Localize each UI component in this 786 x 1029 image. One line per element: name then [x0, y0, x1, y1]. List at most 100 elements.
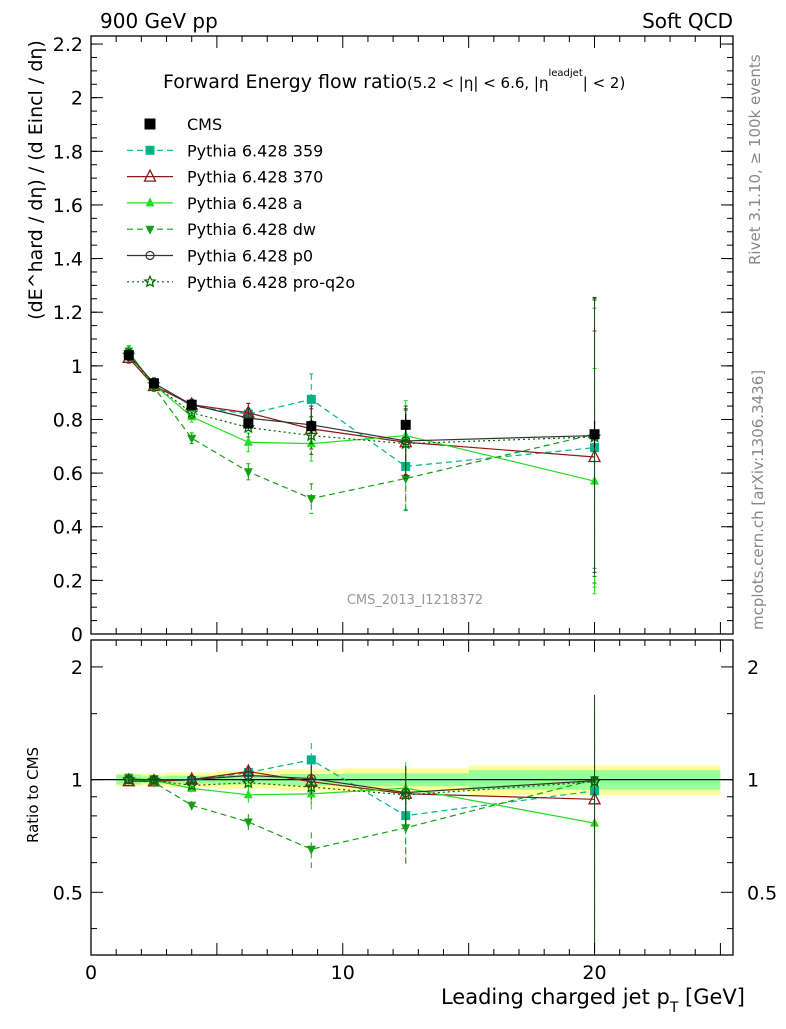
series-3-ratio-point [187, 801, 197, 811]
series-0-ratio [124, 700, 600, 953]
series-5-ratio [122, 694, 602, 953]
main-ytick-label: 0.2 [53, 570, 83, 592]
y-axis-label: (dE^hard / dη) / (d Eincl / dη) [25, 40, 47, 320]
cms-point [123, 350, 134, 361]
series-2-line [128, 352, 595, 482]
main-panel: 0 0.2 0.4 0.6 0.8 1 1.2 1.4 1.6 1.8 2 2.2 [53, 34, 734, 646]
series-0-ratio-point [306, 755, 316, 765]
series-2-point [243, 436, 253, 446]
header-right: Soft QCD [642, 9, 733, 33]
series-4-line [128, 354, 595, 442]
series-1-main [122, 330, 602, 584]
legend-label-4: Pythia 6.428 dw [187, 220, 316, 239]
xtick-label: 10 [331, 962, 355, 984]
ratio-ytick-label-right: 1 [747, 770, 759, 792]
x-axis-label-end: [GeV] [678, 985, 745, 1009]
series-5-point [304, 428, 319, 442]
x-axis-label-main: Leading charged jet p [441, 985, 670, 1009]
legend-marker-5 [145, 250, 155, 261]
main-ytick-label: 1.2 [53, 302, 83, 324]
main-ytick-label: 2 [71, 88, 83, 110]
rivet-label: Rivet 3.1.10, ≥ 100k events [746, 54, 764, 265]
series-5-ratio-point [587, 774, 602, 788]
series-4-ratio-point [187, 775, 197, 785]
series-0-main [124, 307, 600, 588]
series-0-line [128, 354, 595, 468]
series-5-ratio-point [185, 778, 199, 792]
series-3-line [128, 350, 595, 500]
mcplots-label: mcplots.cern.ch [arXiv:1306.3436] [749, 370, 767, 630]
ratio-ytick-label: 1 [71, 770, 83, 792]
series-3-ratio-point [401, 824, 411, 834]
legend-marker-3 [145, 197, 155, 207]
legend-marker-1 [145, 145, 155, 155]
main-ytick-label: 0.8 [53, 409, 83, 431]
cms-point [243, 418, 254, 429]
series-5-ratio-point [122, 772, 136, 786]
ratio-ytick-label: 2 [71, 657, 83, 679]
legend-label-0: CMS [187, 115, 222, 134]
xtick-label: 20 [582, 962, 606, 984]
series-3-ratio-point [306, 845, 316, 855]
series-1-ratio [122, 711, 602, 953]
main-ytick-label: 0.6 [53, 463, 83, 485]
ratio-ytick-label-right: 0.5 [747, 882, 777, 904]
cms-point [306, 421, 317, 432]
cms-point [186, 399, 197, 410]
series-0-point [306, 394, 316, 404]
main-ytick-label: 2.2 [53, 34, 83, 56]
cms-point [148, 378, 159, 389]
chart-title: Forward Energy flow ratio(5.2 < |η| < 6.… [163, 68, 625, 93]
series-5-ratio-point [399, 787, 413, 801]
series-5-line [128, 354, 595, 445]
series-2-ratio-point [243, 789, 253, 799]
legend-marker-6 [143, 274, 157, 288]
legend-label-2: Pythia 6.428 370 [187, 168, 323, 187]
series-3-main [124, 299, 600, 569]
cms-data [123, 349, 600, 448]
series-5-point [184, 405, 199, 419]
legend-marker-2 [143, 168, 157, 182]
legend-marker-4 [145, 225, 155, 235]
xtick-label: 0 [85, 962, 97, 984]
series-5-ratio-point [241, 775, 256, 789]
series-3-point [401, 474, 411, 484]
series-4-ratio-point [243, 770, 253, 781]
cms-point [400, 419, 411, 430]
series-5-ratio-point [147, 773, 161, 787]
ratio-ytick-label: 0.5 [53, 882, 83, 904]
series-5-ratio-line [128, 779, 595, 796]
main-ytick-label: 1.4 [53, 249, 83, 271]
x-axis-label: Leading charged jet pT [GeV] [441, 985, 745, 1016]
legend-label-6: Pythia 6.428 pro-q2o [187, 273, 355, 292]
chart-title-sup: leadjet [548, 68, 582, 79]
main-ytick-label: 0 [71, 624, 83, 646]
legend-label-1: Pythia 6.428 359 [187, 141, 323, 160]
ratio-axis-label: Ratio to CMS [24, 747, 42, 843]
chart-title-main: Forward Energy flow ratio [163, 71, 407, 93]
legend-marker-0 [144, 118, 156, 130]
series-3-point [306, 495, 316, 505]
series-3-point [187, 434, 197, 444]
main-frame [90, 35, 734, 635]
series-4-ratio [124, 695, 600, 953]
x-axis-label-sub: T [669, 1000, 679, 1016]
series-3-point [243, 468, 253, 478]
legend-label-3: Pythia 6.428 a [187, 194, 303, 213]
series-3-ratio [124, 696, 600, 953]
series-5-ratio-point [304, 780, 318, 793]
ratio-panel: 0.5 0.51 12 20 10 20 [53, 639, 777, 984]
main-ytick-label: 1.8 [53, 141, 83, 163]
main-ytick-label: 0.4 [53, 517, 83, 539]
series-2-main [124, 346, 600, 595]
header-left: 900 GeV pp [100, 9, 218, 33]
ratio-frame [90, 639, 734, 956]
series-5-point [399, 436, 413, 450]
ratio-ytick-label-right: 2 [747, 657, 759, 679]
series-3-ratio-point [243, 818, 253, 828]
main-ytick-label: 1 [71, 356, 83, 378]
cms-point [589, 429, 600, 440]
chart-title-sub: (5.2 < |η| < 6.6, |η [407, 74, 548, 92]
chart-title-end: | < 2) [583, 74, 626, 92]
